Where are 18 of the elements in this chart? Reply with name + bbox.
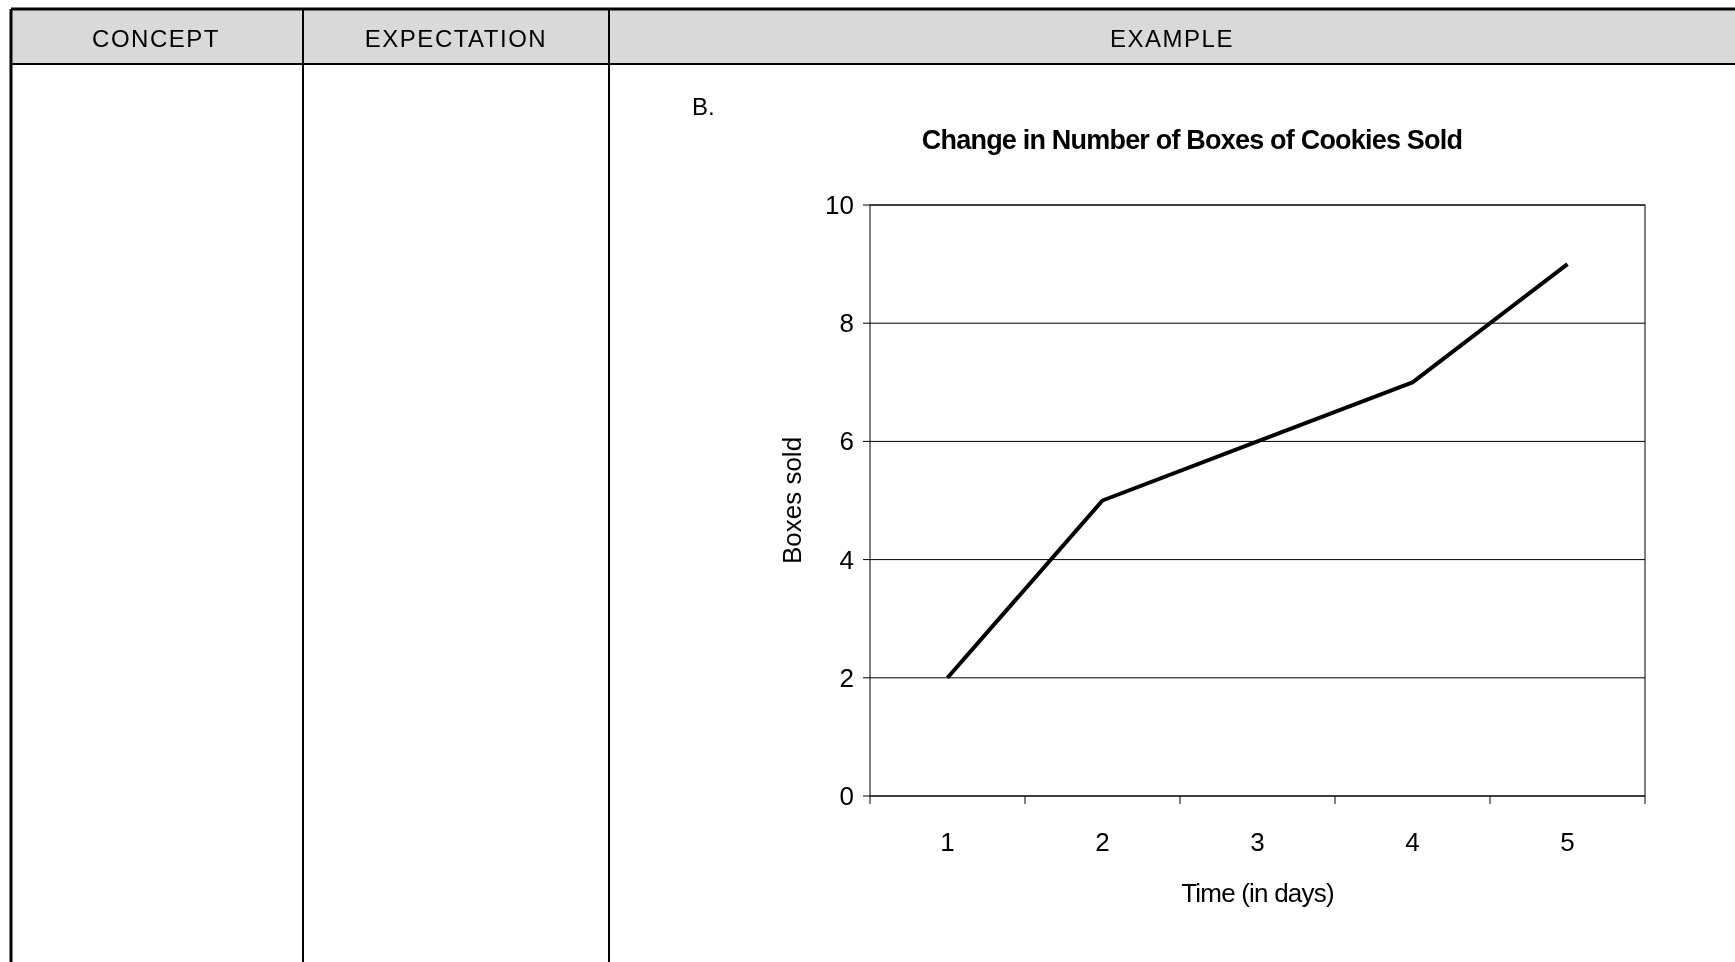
text: B. xyxy=(692,93,715,120)
y-tick-label: 8 xyxy=(839,308,854,339)
x-axis-title: Time (in days) xyxy=(1181,878,1334,908)
chart-title: Change in Number of Boxes of Cookies Sold xyxy=(921,125,1463,155)
x-tick-label: 3 xyxy=(1250,827,1265,857)
x-tick-label: 1 xyxy=(940,827,955,857)
y-tick-label: 10 xyxy=(825,190,854,220)
x-tick-label: 5 xyxy=(1560,827,1575,857)
x-tick-label: 2 xyxy=(1095,827,1110,857)
y-tick-label: 0 xyxy=(839,781,854,811)
y-tick-label: 6 xyxy=(839,426,854,457)
y-tick-label: 4 xyxy=(839,544,854,575)
x-tick-label: 4 xyxy=(1405,827,1420,857)
text: EXPECTATION xyxy=(364,25,548,52)
y-tick-label: 2 xyxy=(839,662,854,693)
y-axis-title: Boxes sold xyxy=(777,436,807,565)
text: EXAMPLE xyxy=(1110,25,1234,52)
text: CONCEPT xyxy=(92,25,220,52)
